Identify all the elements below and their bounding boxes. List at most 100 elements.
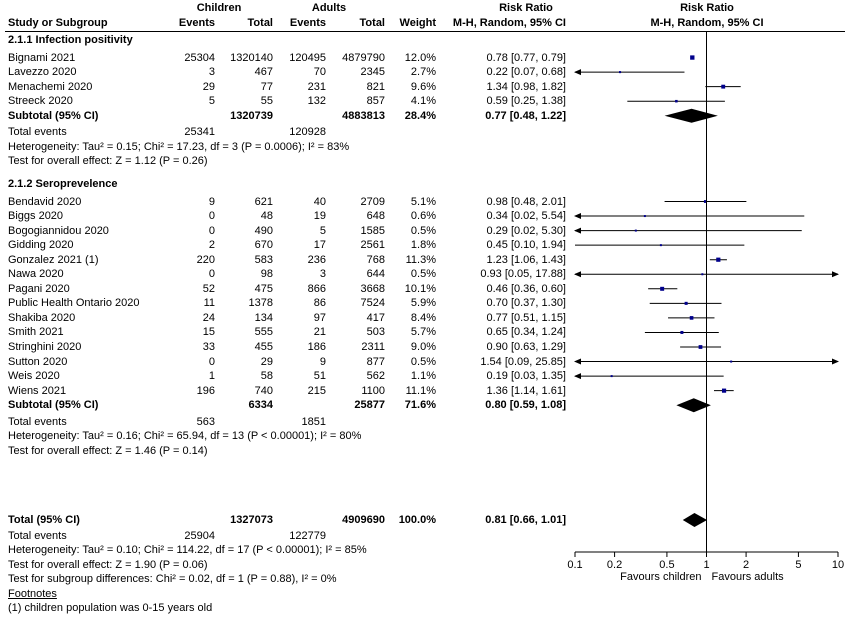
total-events-children: 25341 xyxy=(184,126,215,139)
header-weight: Weight xyxy=(399,17,436,29)
total-adults: 2709 xyxy=(360,195,385,208)
total-events-label: Total events xyxy=(8,415,67,428)
total-total-children: 1327073 xyxy=(230,514,273,526)
risk-ratio-ci: 0.93 [0.05, 17.88] xyxy=(480,268,566,281)
header-events-children: Events xyxy=(178,17,215,29)
grand-total-events-adults: 122779 xyxy=(289,529,326,542)
subtotal-total-adults: 4883813 xyxy=(342,109,385,122)
study-name: Public Health Ontario 2020 xyxy=(8,297,140,310)
total-events-adults: 1851 xyxy=(301,415,326,428)
total-children: 134 xyxy=(254,311,273,324)
point-estimate-square xyxy=(659,244,662,247)
point-estimate-square xyxy=(721,84,726,89)
pooled-diamond xyxy=(682,513,708,527)
events-children: 11 xyxy=(203,297,215,310)
total-adults: 644 xyxy=(366,268,385,281)
point-estimate-square xyxy=(690,55,695,60)
total-adults: 857 xyxy=(366,95,385,108)
events-children: 0 xyxy=(208,355,215,368)
subtotal-weight: 28.4% xyxy=(404,109,436,122)
total-children: 58 xyxy=(260,370,273,383)
total-adults: 4879790 xyxy=(342,51,385,64)
point-estimate-square xyxy=(634,229,637,232)
weight-value: 5.9% xyxy=(410,297,436,310)
risk-ratio-ci: 1.54 [0.09, 25.85] xyxy=(480,355,566,368)
events-children: 9 xyxy=(208,195,215,208)
events-children: 196 xyxy=(196,384,215,397)
risk-ratio-ci: 0.70 [0.37, 1.30] xyxy=(486,297,566,310)
point-estimate-square xyxy=(680,330,684,334)
ci-arrow-right xyxy=(832,358,839,365)
weight-value: 9.6% xyxy=(410,80,436,93)
favours-children-label: Favours children xyxy=(620,571,701,583)
study-name: Biggs 2020 xyxy=(8,210,64,223)
x-tick-label: 0.2 xyxy=(607,559,622,571)
overall-effect-text: Test for overall effect: Z = 1.46 (P = 0… xyxy=(8,444,208,457)
study-name: Weis 2020 xyxy=(8,370,60,383)
events-adults: 40 xyxy=(313,195,326,208)
subgroup-title: 2.1.2 Seroprevelence xyxy=(8,177,118,190)
total-adults: 2311 xyxy=(361,341,385,353)
header-risk-ratio-graph: Risk Ratio xyxy=(680,2,734,14)
ci-arrow-left xyxy=(574,69,581,76)
total-adults: 2561 xyxy=(360,239,385,252)
total-weight: 100.0% xyxy=(398,514,436,526)
x-tick-label: 2 xyxy=(743,559,749,571)
total-adults: 503 xyxy=(366,326,385,339)
grand-total-events-children: 25904 xyxy=(184,529,215,542)
total-adults: 2345 xyxy=(360,66,385,79)
total-adults: 417 xyxy=(366,311,385,324)
risk-ratio-ci: 0.22 [0.07, 0.68] xyxy=(486,66,566,79)
study-name: Smith 2021 xyxy=(8,326,64,339)
risk-ratio-ci: 0.59 [0.25, 1.38] xyxy=(486,95,566,108)
events-adults: 231 xyxy=(307,80,326,93)
total-children: 583 xyxy=(254,253,273,266)
subgroup-title: 2.1.1 Infection positivity xyxy=(8,34,133,46)
x-tick-label: 5 xyxy=(795,559,801,571)
header-children: Children xyxy=(196,2,242,14)
events-adults: 21 xyxy=(313,326,326,339)
weight-value: 2.7% xyxy=(410,66,436,79)
study-name: Menachemi 2020 xyxy=(8,80,93,93)
events-adults: 3 xyxy=(319,268,326,281)
events-children: 5 xyxy=(208,95,215,108)
total-children: 455 xyxy=(254,341,273,353)
point-estimate-square xyxy=(684,301,688,305)
events-adults: 132 xyxy=(307,95,326,108)
risk-ratio-ci: 0.46 [0.36, 0.60] xyxy=(486,282,566,295)
study-name: Gidding 2020 xyxy=(8,239,74,252)
subtotal-total-children: 6334 xyxy=(248,399,273,412)
point-estimate-square xyxy=(689,316,694,320)
point-estimate-square xyxy=(703,200,707,203)
x-tick-label: 1 xyxy=(703,559,709,571)
events-adults: 86 xyxy=(313,297,326,310)
risk-ratio-ci: 0.19 [0.03, 1.35] xyxy=(486,370,566,383)
subtotal-ci: 0.77 [0.48, 1.22] xyxy=(485,109,566,122)
point-estimate-square xyxy=(660,286,665,291)
risk-ratio-ci: 0.34 [0.02, 5.54] xyxy=(486,210,566,223)
weight-value: 12.0% xyxy=(404,51,436,64)
events-adults: 236 xyxy=(307,253,326,266)
weight-value: 0.6% xyxy=(410,210,436,223)
total-adults: 1100 xyxy=(361,384,385,397)
total-ci: 0.81 [0.66, 1.01] xyxy=(485,514,566,526)
weight-value: 11.3% xyxy=(405,253,436,266)
events-adults: 9 xyxy=(319,355,326,368)
risk-ratio-ci: 1.23 [1.06, 1.43] xyxy=(486,253,566,266)
total-children: 98 xyxy=(260,268,273,281)
subgroup-differences-text: Test for subgroup differences: Chi² = 0.… xyxy=(8,573,337,586)
events-children: 1 xyxy=(208,370,215,383)
events-children: 33 xyxy=(202,341,215,353)
x-tick-label: 0.1 xyxy=(567,559,582,571)
total-children: 55 xyxy=(260,95,273,108)
header-total-children: Total xyxy=(247,17,273,29)
study-name: Stringhini 2020 xyxy=(8,341,82,353)
subtotal-label: Subtotal (95% CI) xyxy=(8,109,99,122)
events-children: 52 xyxy=(202,282,215,295)
events-adults: 120495 xyxy=(289,51,326,64)
events-children: 0 xyxy=(208,224,215,237)
ci-arrow-left xyxy=(574,227,581,234)
risk-ratio-ci: 0.65 [0.34, 1.24] xyxy=(486,326,566,339)
weight-value: 11.1% xyxy=(405,384,436,397)
events-adults: 866 xyxy=(307,282,326,295)
